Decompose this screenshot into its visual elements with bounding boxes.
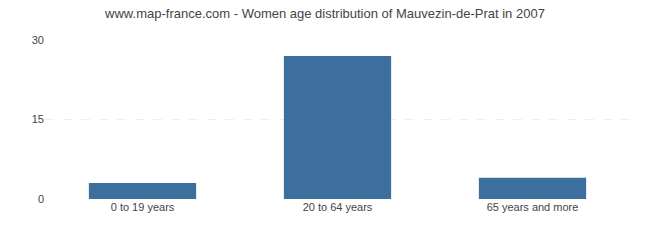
svg-text:15: 15	[32, 113, 44, 125]
svg-text:0: 0	[38, 193, 44, 205]
svg-text:20 to 64 years: 20 to 64 years	[303, 201, 373, 213]
svg-text:30: 30	[32, 34, 44, 46]
svg-text:www.map-france.com - Women age: www.map-france.com - Women age distribut…	[104, 6, 545, 21]
svg-text:0 to 19 years: 0 to 19 years	[111, 201, 175, 213]
svg-text:65 years and more: 65 years and more	[487, 201, 579, 213]
